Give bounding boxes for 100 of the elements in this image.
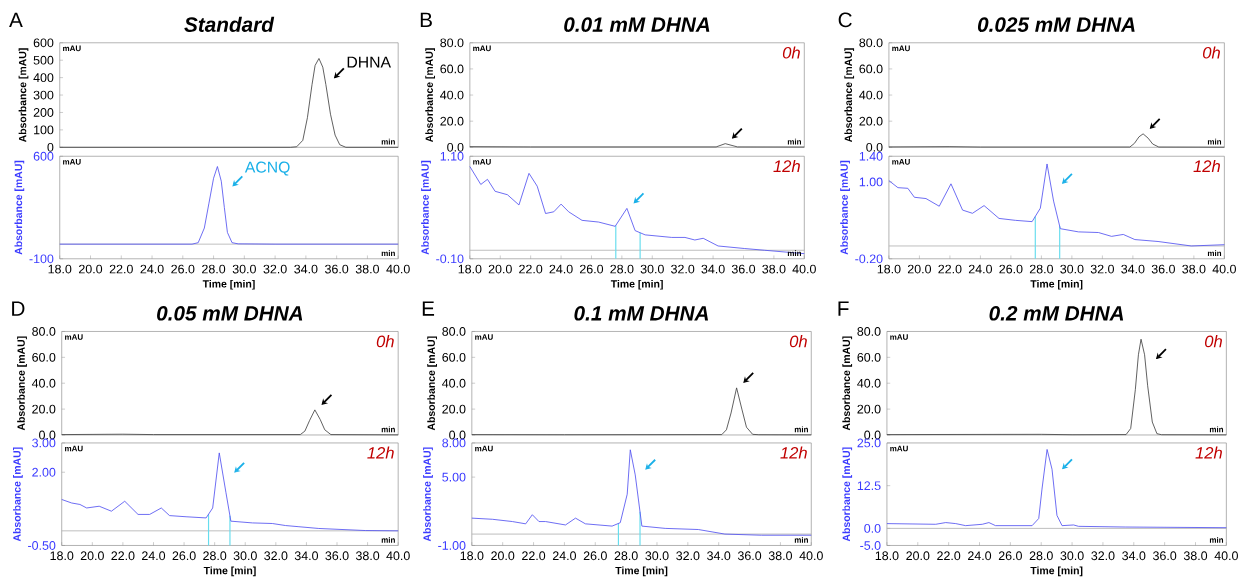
x-tick-label: 36.0 [1153, 551, 1177, 561]
y-axis-title: Absorbance [mAU] [18, 48, 29, 143]
x-tick-label: 28.0 [1029, 551, 1053, 561]
x-tick-label: 18.0 [458, 264, 482, 274]
x-tick-label: 22.0 [111, 551, 135, 561]
x-tick-label: 26.0 [998, 551, 1022, 561]
x-tick-label: 24.0 [140, 264, 164, 274]
x-axis-title: Time [min] [1030, 566, 1083, 577]
y-axis-title: Absorbance [mAU] [844, 48, 855, 143]
x-tick-label: 40.0 [1212, 264, 1236, 274]
y-axis-title: Absorbance [mAU] [423, 447, 433, 542]
x-tick-label: 34.0 [294, 551, 319, 561]
y-tick-label: 500 [33, 55, 54, 65]
y-tick-label: 0.0 [449, 430, 466, 440]
y-axis-title: Absorbance [mAU] [13, 447, 23, 542]
x-tick-label: 22.0 [109, 264, 133, 274]
x-axis-title: Time [min] [1030, 279, 1083, 290]
x-tick-label: 22.0 [938, 264, 962, 274]
y-tick-label: 1.10 [440, 151, 464, 161]
annotation: DHNA [347, 56, 391, 68]
x-tick-label: 20.0 [488, 264, 512, 274]
y-tick-label: 40.0 [857, 378, 881, 388]
x-axis-title: Time [min] [615, 566, 668, 577]
y-tick-label: -100 [29, 254, 54, 264]
y-tick-label: 8.00 [442, 438, 466, 448]
x-tick-label: 20.0 [79, 264, 103, 274]
y-tick-label: 200 [33, 108, 54, 117]
x-tick-label: 36.0 [731, 264, 756, 274]
x-tick-label: 28.0 [202, 264, 226, 274]
y-tick-label: 1.00 [859, 177, 883, 187]
y-tick-label: -0.10 [436, 254, 464, 264]
x-tick-label: 32.0 [264, 551, 288, 561]
y-axis-title: Absorbance [mAU] [427, 336, 437, 431]
x-tick-label: 40.0 [1214, 551, 1238, 561]
x-tick-label: 34.0 [707, 551, 731, 561]
x-tick-label: 28.0 [614, 551, 638, 561]
x-tick-label: 22.0 [937, 551, 961, 561]
chart-title: 0.05 mM DHNA [157, 306, 303, 321]
chart-title: 0.01 mM DHNA [564, 17, 710, 33]
y-axis-title: Absorbance [mAU] [421, 160, 431, 255]
y-tick-label: 40.0 [859, 90, 883, 100]
x-tick-label: 40.0 [792, 264, 816, 274]
x-tick-label: 36.0 [325, 551, 349, 561]
x-tick-label: 20.0 [906, 551, 930, 561]
y-tick-label: -0.20 [855, 254, 883, 264]
text: F [838, 301, 849, 316]
y-tick-label: 20.0 [32, 404, 56, 414]
x-tick-label: 20.0 [907, 264, 932, 274]
y-axis-title: Absorbance [mAU] [840, 160, 850, 255]
x-tick-label: 26.0 [171, 264, 195, 274]
x-tick-label: 22.0 [519, 264, 543, 274]
x-axis-title: Time [min] [203, 566, 256, 577]
annotation: 12h [1195, 446, 1222, 459]
x-tick-label: 40.0 [386, 264, 410, 274]
x-tick-label: 36.0 [1151, 264, 1175, 274]
x-tick-label: 30.0 [1060, 264, 1084, 274]
y-tick-label: 60.0 [440, 64, 464, 74]
annotation: 0h [782, 46, 800, 59]
chart-title: 0.1 mM DHNA [574, 306, 709, 321]
x-tick-label: 30.0 [1060, 551, 1084, 561]
y-tick-label: -1.00 [438, 541, 466, 550]
x-tick-label: 26.0 [583, 551, 607, 561]
x-tick-label: 34.0 [1121, 264, 1145, 274]
x-tick-label: 24.0 [142, 551, 166, 561]
x-tick-label: 26.0 [579, 264, 604, 274]
y-tick-label: 600 [33, 38, 54, 48]
y-tick-label: 20.0 [857, 404, 881, 414]
annotation: 12h [773, 159, 800, 173]
y-axis-title: Absorbance [mAU] [842, 447, 853, 542]
x-tick-label: 22.0 [522, 551, 546, 561]
x-tick-label: 34.0 [1122, 551, 1146, 561]
y-tick-label: 300 [33, 90, 54, 100]
x-tick-label: 30.0 [645, 551, 669, 561]
x-tick-label: 34.0 [701, 264, 725, 274]
annotation: 0h [1204, 335, 1222, 348]
x-tick-label: 40.0 [386, 551, 410, 561]
x-tick-label: 32.0 [1090, 264, 1114, 274]
annotation: 0h [789, 335, 807, 348]
x-tick-label: 30.0 [232, 264, 256, 274]
y-axis-title: Absorbance [mAU] [842, 336, 853, 431]
x-tick-label: 32.0 [1091, 551, 1115, 561]
x-tick-label: 36.0 [737, 551, 762, 561]
x-tick-label: 36.0 [325, 264, 349, 274]
x-tick-label: 30.0 [640, 264, 664, 274]
y-axis-title: Absorbance [mAU] [14, 160, 25, 255]
x-tick-label: 20.0 [491, 551, 515, 561]
x-tick-label: 20.0 [80, 551, 104, 561]
y-tick-label: 40.0 [31, 378, 56, 388]
x-tick-label: 18.0 [48, 264, 72, 274]
text: E [422, 301, 435, 316]
y-tick-label: 5.00 [442, 472, 466, 482]
text: C [838, 12, 852, 28]
x-tick-label: 28.0 [1029, 264, 1054, 274]
text: D [12, 301, 25, 316]
y-tick-label: 40.0 [442, 378, 466, 388]
x-tick-label: 24.0 [968, 551, 992, 561]
x-tick-label: 18.0 [877, 264, 901, 274]
y-tick-label: 40.0 [440, 90, 464, 100]
annotation: 0h [376, 335, 394, 348]
y-tick-label: 0.0 [864, 524, 881, 533]
